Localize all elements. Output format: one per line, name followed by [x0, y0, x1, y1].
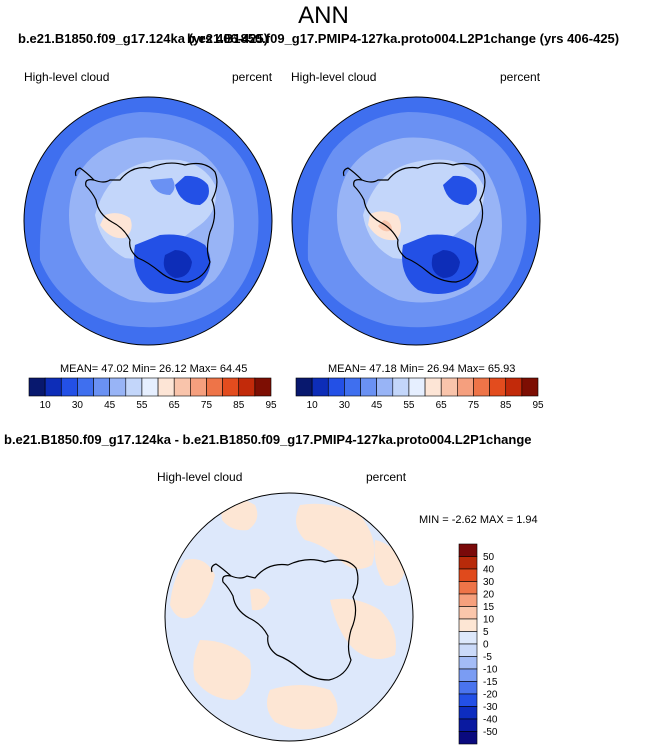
diff-warm-8	[374, 540, 405, 586]
map2-peninsula-coastline	[342, 167, 363, 181]
colorbar-diff-box	[458, 706, 478, 720]
colorbar-diff-tick-label: 0	[483, 640, 489, 651]
colorbar-diff-box	[458, 643, 478, 657]
colorbar-diff-box	[458, 543, 478, 557]
colorbar-diff-box	[458, 731, 478, 745]
diff-units-label: percent	[366, 470, 407, 484]
colorbar-diff-box	[458, 618, 478, 632]
colorbar-panel-2: 10 30 45 55 65 75 85 95	[295, 377, 544, 411]
colorbar1-box	[254, 377, 272, 397]
colorbar2-box	[521, 377, 539, 397]
colorbar1-tick-label: 85	[233, 400, 245, 411]
colorbar2-tick-label: 95	[532, 400, 544, 411]
panel1-field-label: High-level cloud	[24, 70, 110, 84]
colorbar-diff-tick-label: -15	[483, 677, 498, 688]
diff-peninsula-coastline	[210, 563, 232, 577]
colorbar-diff-tick-label: 30	[483, 577, 495, 588]
colorbar-diff-tick-label: -50	[483, 727, 498, 738]
colorbar-diff-tick-label: -5	[483, 652, 492, 663]
panel2-field-label: High-level cloud	[291, 70, 377, 84]
colorbar2-tick-label: 45	[371, 400, 383, 411]
colorbar2-tick-label: 55	[403, 400, 415, 411]
diff-warm-6	[266, 685, 338, 730]
colorbar-diff-box	[458, 693, 478, 707]
colorbar2-tick-label: 85	[500, 400, 512, 411]
colorbar-diff-box	[458, 668, 478, 682]
map1-east-low	[175, 175, 209, 205]
colorbar-diff-tick-label: 50	[483, 552, 495, 563]
colorbar1-tick-label: 95	[265, 400, 277, 411]
colorbar-diff-box	[458, 556, 478, 570]
colorbar1-tick-label: 45	[104, 400, 116, 411]
map1-ross-core	[163, 250, 192, 278]
map2-east-low	[443, 175, 477, 205]
case-title-right: b.e21.B1850.f09_g17.PMIP4-127ka.proto004…	[187, 31, 620, 46]
colorbar2-tick-label: 75	[468, 400, 480, 411]
map2-antarctica-coastline	[353, 162, 486, 283]
colorbar-diff-tick-label: 15	[483, 602, 495, 613]
colorbar-diff-box	[458, 606, 478, 620]
colorbar2-tick-label: 30	[339, 400, 351, 411]
colorbar2-tick-label: 65	[436, 400, 448, 411]
colorbar-diff-tick-label: 20	[483, 590, 495, 601]
diff-stats: MIN = -2.62 MAX = 1.94	[419, 514, 538, 526]
panel2-units-label: percent	[500, 70, 541, 84]
diff-warm-2	[296, 503, 375, 569]
colorbar-diff-box	[458, 681, 478, 695]
panel1-stats: MEAN= 47.02 Min= 26.12 Max= 64.45	[60, 363, 248, 375]
colorbar-diff-tick-label: -10	[483, 665, 498, 676]
colorbar1-tick-label: 65	[169, 400, 181, 411]
map1-peninsula-coastline	[74, 167, 95, 181]
colorbar-diff-box	[458, 568, 478, 582]
colorbar2-tick-label: 10	[307, 400, 319, 411]
diff-warm-4	[330, 598, 396, 659]
colorbar-diff-tick-label: 10	[483, 615, 495, 626]
colorbar1-tick-label: 10	[40, 400, 52, 411]
diff-warm-3	[170, 559, 215, 619]
map1-weddell-low	[150, 178, 175, 195]
colorbar-diff-tick-label: -20	[483, 690, 498, 701]
map1-antarctica-coastline	[85, 162, 218, 283]
panel1-units-label: percent	[232, 70, 273, 84]
colorbar-panel-1: 10 30 45 55 65 75 85 95	[28, 377, 277, 411]
diff-field-label: High-level cloud	[157, 470, 243, 484]
diff-warm-5	[193, 640, 251, 700]
colorbar-diff-tick-label: 5	[483, 627, 489, 638]
colorbar-diff-box	[458, 631, 478, 645]
colorbar1-tick-label: 30	[72, 400, 84, 411]
colorbar-diff-box	[458, 581, 478, 595]
map2-ross-core	[431, 250, 460, 278]
colorbar1-tick-label: 75	[201, 400, 213, 411]
case-title-left: b.e21.B1850.f09_g17.124ka (yrs 406-425)	[18, 31, 269, 46]
panel2-stats: MEAN= 47.18 Min= 26.94 Max= 65.93	[328, 363, 516, 375]
colorbar-diff-box	[458, 656, 478, 670]
colorbar-diff-tick-label: 40	[483, 565, 495, 576]
diff-antarctica-coastline	[222, 559, 359, 681]
colorbar-diff-tick-label: -40	[483, 715, 498, 726]
diff-title: b.e21.B1850.f09_g17.124ka - b.e21.B1850.…	[4, 432, 532, 447]
main-title: ANN	[298, 2, 349, 29]
colorbar-diff-box	[458, 718, 478, 732]
diff-warm-7	[250, 588, 270, 611]
colorbar-diff-tick-label: -30	[483, 702, 498, 713]
colorbar-diff-box	[458, 593, 478, 607]
colorbar1-tick-label: 55	[136, 400, 148, 411]
